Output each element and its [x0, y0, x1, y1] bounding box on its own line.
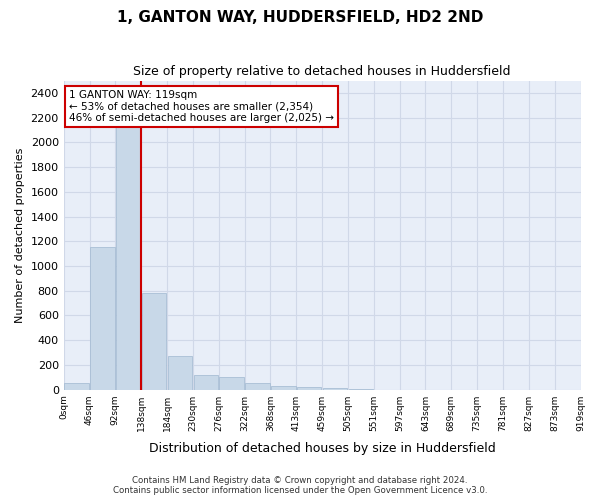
Bar: [194, 375, 218, 390]
Bar: [245, 384, 270, 390]
Bar: [323, 388, 347, 390]
Text: 1, GANTON WAY, HUDDERSFIELD, HD2 2ND: 1, GANTON WAY, HUDDERSFIELD, HD2 2ND: [117, 10, 483, 25]
Bar: [116, 124, 140, 390]
Bar: [64, 384, 89, 390]
Bar: [271, 386, 296, 390]
Bar: [349, 389, 373, 390]
X-axis label: Distribution of detached houses by size in Huddersfield: Distribution of detached houses by size …: [149, 442, 496, 455]
Text: Contains HM Land Registry data © Crown copyright and database right 2024.
Contai: Contains HM Land Registry data © Crown c…: [113, 476, 487, 495]
Y-axis label: Number of detached properties: Number of detached properties: [15, 148, 25, 323]
Text: 1 GANTON WAY: 119sqm
← 53% of detached houses are smaller (2,354)
46% of semi-de: 1 GANTON WAY: 119sqm ← 53% of detached h…: [69, 90, 334, 123]
Bar: [220, 378, 244, 390]
Bar: [167, 356, 192, 390]
Bar: [297, 387, 322, 390]
Title: Size of property relative to detached houses in Huddersfield: Size of property relative to detached ho…: [133, 65, 511, 78]
Bar: [90, 248, 115, 390]
Bar: [142, 293, 166, 390]
